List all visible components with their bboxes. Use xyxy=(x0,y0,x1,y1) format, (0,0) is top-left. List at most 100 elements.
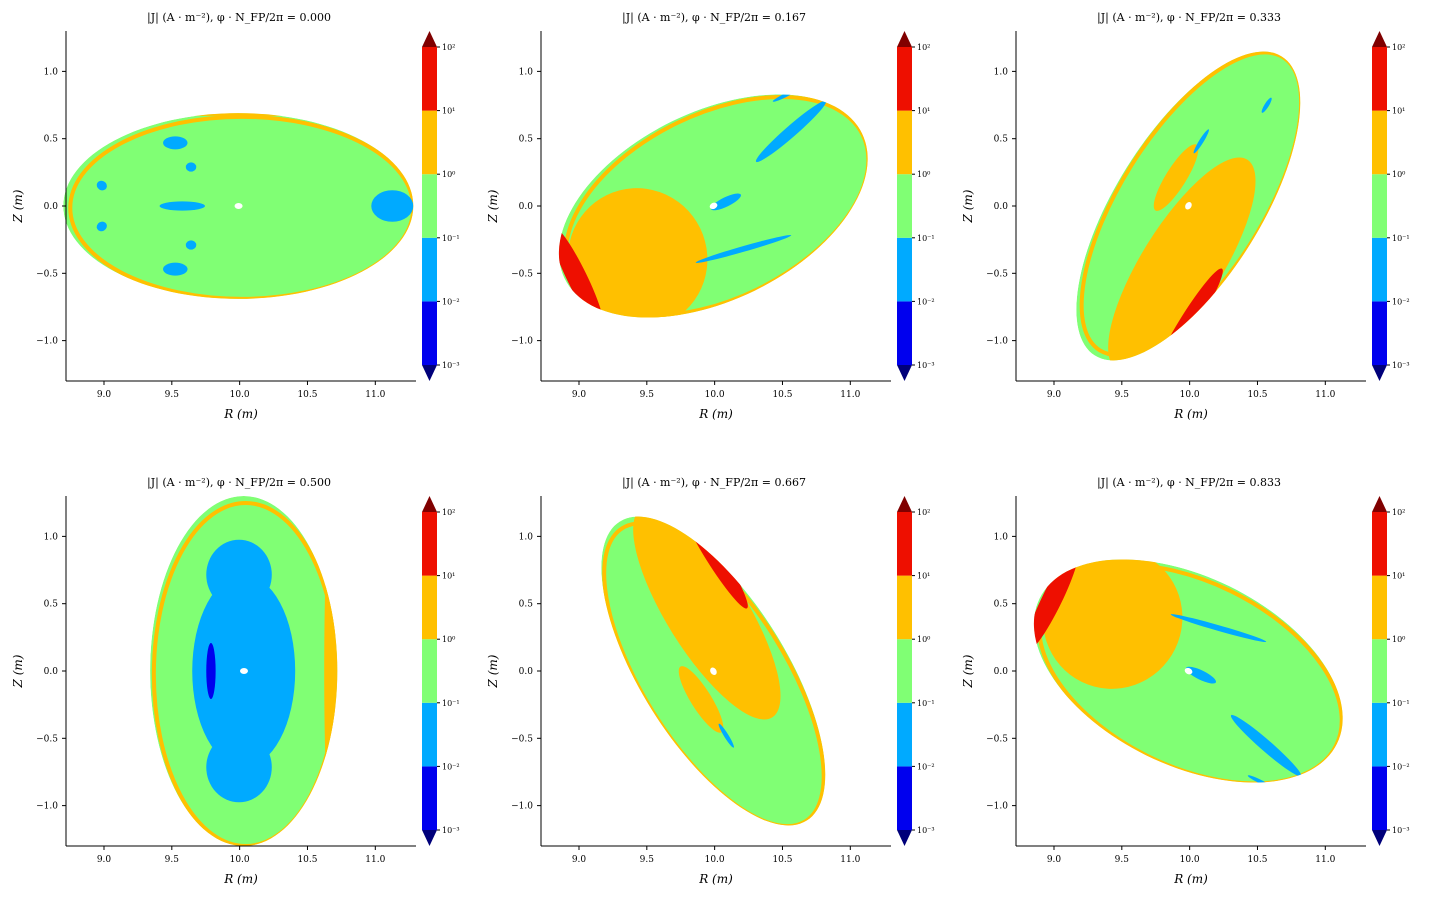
y-tick-label: −1.0 xyxy=(986,802,1008,812)
y-tick-label: 0.5 xyxy=(994,135,1009,145)
colorbar-tick-label: 10⁻² xyxy=(442,762,460,771)
colorbar-band xyxy=(897,47,912,111)
x-tick-label: 11.0 xyxy=(1315,855,1335,865)
colorbar-tick-label: 10⁻² xyxy=(442,297,460,306)
colorbar-tick-label: 10⁰ xyxy=(442,170,455,179)
subplot-title: |J| (A · m⁻²), φ · N_FP/2π = 0.000 xyxy=(147,11,331,25)
x-axis-label: R (m) xyxy=(698,407,733,421)
contour-region-low xyxy=(718,723,734,748)
x-tick-label: 10.0 xyxy=(705,390,725,400)
x-axis-label: R (m) xyxy=(223,407,258,421)
x-tick-label: 10.0 xyxy=(230,390,250,400)
colorbar: 10⁻³ 10⁻² 10⁻¹ 10⁰ 10¹ 10² xyxy=(1372,496,1410,846)
colorbar-tick-label: 10¹ xyxy=(917,572,930,581)
y-tick-label: 0.5 xyxy=(519,600,534,610)
y-tick-label: 0.5 xyxy=(519,135,534,145)
x-tick-label: 9.5 xyxy=(1115,855,1130,865)
colorbar-band xyxy=(422,47,437,111)
y-tick-label: −1.0 xyxy=(511,337,533,347)
colorbar-band xyxy=(422,174,437,238)
contour-band-edge xyxy=(68,114,414,299)
colorbar-band xyxy=(897,301,912,365)
colorbar-extend-low xyxy=(897,830,912,846)
contour-region-low xyxy=(185,240,197,250)
colorbar: 10⁻³ 10⁻² 10⁻¹ 10⁰ 10¹ 10² xyxy=(422,496,460,846)
colorbar-tick-label: 10⁻¹ xyxy=(442,234,460,243)
subplot-grid: 9.0 9.5 10.0 10.5 11.0 1.0 0.5 0.0 −0.5 −1.0 R (m)… xyxy=(11,11,1410,886)
colorbar-tick-label: 10⁻³ xyxy=(442,826,460,835)
colorbar-extend-high xyxy=(1372,496,1387,512)
colorbar: 10⁻³ 10⁻² 10⁻¹ 10⁰ 10¹ 10² xyxy=(422,31,460,381)
colorbar-tick-label: 10⁻² xyxy=(1392,297,1410,306)
colorbar-tick-label: 10⁰ xyxy=(1392,170,1405,179)
x-tick-label: 10.0 xyxy=(1180,855,1200,865)
y-tick-label: −1.0 xyxy=(986,337,1008,347)
contour-region-low xyxy=(371,190,414,222)
contour-region-low xyxy=(185,162,197,172)
colorbar-tick-label: 10⁰ xyxy=(917,635,930,644)
y-tick-label: −0.5 xyxy=(986,269,1008,279)
y-axis-label: Z (m) xyxy=(961,654,975,688)
y-tick-label: 0.0 xyxy=(994,667,1009,677)
x-tick-label: 11.0 xyxy=(365,390,385,400)
contour-region-high xyxy=(1153,144,1199,211)
x-tick-label: 10.5 xyxy=(1247,855,1267,865)
colorbar-band xyxy=(1372,766,1387,830)
colorbar-tick-label: 10⁻² xyxy=(917,762,935,771)
y-axis-label: Z (m) xyxy=(11,654,25,688)
colorbar-band xyxy=(1372,237,1387,302)
colorbar-extend-low xyxy=(1372,365,1387,381)
colorbar-tick-label: 10⁻¹ xyxy=(1392,699,1410,708)
contour-region-very_high xyxy=(1024,546,1080,652)
x-tick-label: 10.5 xyxy=(297,855,317,865)
x-tick-label: 9.0 xyxy=(572,390,587,400)
x-axis-label: R (m) xyxy=(1173,407,1208,421)
y-tick-label: −0.5 xyxy=(36,269,58,279)
colorbar-band xyxy=(897,766,912,830)
colorbar-band xyxy=(422,766,437,830)
contour-band-edge xyxy=(151,501,338,846)
colorbar-band xyxy=(422,575,437,640)
colorbar-tick-label: 10⁰ xyxy=(442,635,455,644)
colorbar-band xyxy=(1372,702,1387,767)
colorbar-tick-label: 10⁻³ xyxy=(1392,361,1410,370)
colorbar-band xyxy=(422,237,437,302)
y-tick-label: 0.0 xyxy=(44,202,59,212)
x-tick-label: 9.0 xyxy=(97,855,112,865)
x-tick-label: 9.0 xyxy=(572,855,587,865)
contour-region-low xyxy=(1185,666,1217,684)
colorbar-band xyxy=(422,639,437,703)
subplot-title: |J| (A · m⁻²), φ · N_FP/2π = 0.500 xyxy=(147,476,331,490)
colorbar-band xyxy=(1372,575,1387,640)
colorbar-tick-label: 10² xyxy=(442,43,455,52)
colorbar-tick-label: 10² xyxy=(917,43,930,52)
colorbar-extend-low xyxy=(422,365,437,381)
contour-region-low xyxy=(755,100,827,163)
colorbar-extend-high xyxy=(422,31,437,47)
colorbar-band xyxy=(897,575,912,640)
x-tick-label: 10.0 xyxy=(705,855,725,865)
colorbar-band xyxy=(422,110,437,175)
colorbar-tick-label: 10¹ xyxy=(1392,107,1405,116)
colorbar-tick-label: 10⁻³ xyxy=(1392,826,1410,835)
x-tick-label: 9.5 xyxy=(640,390,655,400)
subplot-title: |J| (A · m⁻²), φ · N_FP/2π = 0.667 xyxy=(622,476,806,490)
x-axis-label: R (m) xyxy=(698,872,733,886)
contour-region-high xyxy=(1108,157,1256,372)
colorbar-tick-label: 10¹ xyxy=(442,107,455,116)
y-tick-label: −0.5 xyxy=(511,269,533,279)
contour-region-high xyxy=(673,615,714,677)
colorbar-tick-label: 10⁻³ xyxy=(442,361,460,370)
colorbar-band xyxy=(422,512,437,576)
magnetic-axis-marker xyxy=(1184,667,1193,675)
x-axis-label: R (m) xyxy=(1173,872,1208,886)
x-tick-label: 11.0 xyxy=(1315,390,1335,400)
contour-region-low xyxy=(159,201,206,211)
y-tick-label: −0.5 xyxy=(511,734,533,744)
colorbar-tick-label: 10² xyxy=(1392,43,1405,52)
magnetic-axis-marker xyxy=(709,202,718,210)
y-tick-label: −1.0 xyxy=(36,337,58,347)
colorbar: 10⁻³ 10⁻² 10⁻¹ 10⁰ 10¹ 10² xyxy=(897,31,935,381)
colorbar-band xyxy=(422,301,437,365)
colorbar-extend-high xyxy=(897,496,912,512)
